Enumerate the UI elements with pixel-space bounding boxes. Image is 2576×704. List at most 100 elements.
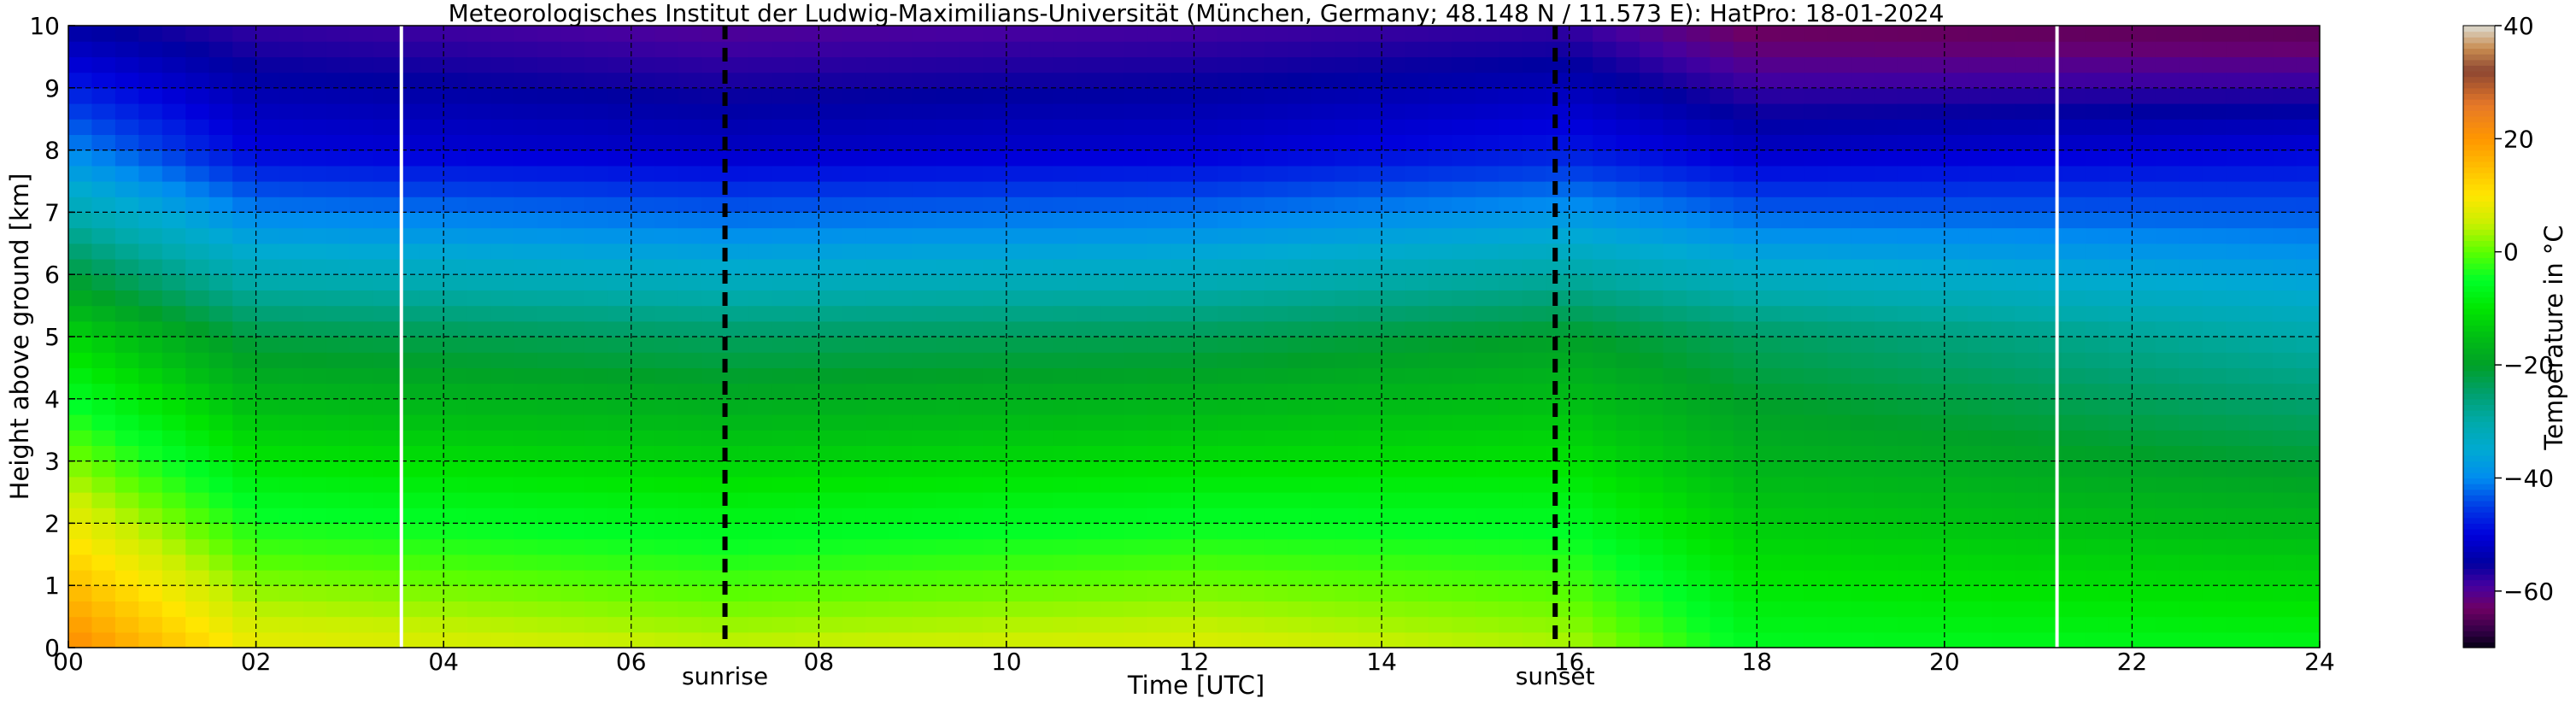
heatmap-cell — [1171, 414, 1195, 431]
heatmap-cell — [279, 320, 304, 337]
heatmap-cell — [232, 631, 257, 648]
heatmap-cell — [1171, 41, 1195, 57]
heatmap-cell — [279, 119, 304, 135]
heatmap-cell — [2202, 570, 2227, 586]
heatmap-cell — [349, 274, 374, 290]
heatmap-cell — [725, 538, 749, 555]
heatmap-cell — [2132, 290, 2156, 307]
heatmap-cell — [1921, 274, 1945, 290]
heatmap-cell — [889, 119, 913, 135]
colorbar-segment — [2463, 285, 2495, 292]
colorbar-segment — [2463, 167, 2495, 173]
heatmap-cell — [1991, 492, 2016, 508]
heatmap-cell — [1640, 601, 1664, 618]
heatmap-cell — [443, 134, 468, 151]
heatmap-cell — [1757, 259, 1781, 275]
heatmap-cell — [2249, 26, 2274, 42]
heatmap-cell — [795, 41, 819, 57]
heatmap-cell — [1827, 476, 1851, 493]
heatmap-cell — [1147, 72, 1171, 89]
heatmap-cell — [1827, 181, 1851, 197]
heatmap-cell — [842, 523, 866, 540]
heatmap-cell — [1124, 243, 1148, 260]
heatmap-cell — [866, 430, 890, 446]
heatmap-cell — [466, 56, 491, 73]
heatmap-cell — [607, 616, 632, 633]
heatmap-cell — [725, 461, 749, 478]
heatmap-cell — [748, 274, 773, 290]
heatmap-cell — [701, 476, 726, 493]
heatmap-cell — [2202, 631, 2227, 648]
heatmap-cell — [302, 507, 327, 524]
heatmap-cell — [1593, 383, 1617, 400]
heatmap-cell — [1874, 259, 1898, 275]
heatmap-cell — [1757, 601, 1781, 618]
heatmap-cell — [1921, 56, 1945, 73]
heatmap-cell — [1663, 414, 1687, 431]
heatmap-cell — [1124, 352, 1148, 368]
heatmap-cell — [678, 119, 702, 135]
heatmap-cell — [1569, 87, 1593, 104]
heatmap-cell — [302, 26, 327, 42]
heatmap-cell — [1710, 383, 1734, 400]
heatmap-cell — [1475, 87, 1499, 104]
heatmap-cell — [443, 56, 468, 73]
heatmap-cell — [2296, 352, 2320, 368]
heatmap-cell — [772, 476, 796, 493]
heatmap-cell — [138, 461, 163, 478]
heatmap-cell — [91, 41, 116, 57]
heatmap-cell — [513, 398, 538, 415]
heatmap-cell — [1569, 352, 1593, 368]
heatmap-cell — [1663, 134, 1687, 151]
heatmap-cell — [748, 243, 773, 260]
heatmap-cell — [2249, 103, 2274, 120]
heatmap-cell — [1757, 398, 1781, 415]
heatmap-cell — [1522, 337, 1546, 353]
heatmap-cell — [1804, 212, 1828, 229]
heatmap-cell — [772, 274, 796, 290]
heatmap-cell — [68, 165, 93, 182]
heatmap-cell — [866, 523, 890, 540]
heatmap-cell — [1921, 119, 1945, 135]
heatmap-cell — [2273, 430, 2297, 446]
heatmap-cell — [1288, 461, 1312, 478]
heatmap-cell — [819, 274, 843, 290]
heatmap-cell — [161, 398, 186, 415]
heatmap-cell — [1663, 523, 1687, 540]
heatmap-cell — [983, 119, 1007, 135]
heatmap-cell — [1616, 72, 1640, 89]
heatmap-cell — [1968, 398, 1992, 415]
heatmap-cell — [279, 165, 304, 182]
heatmap-cell — [1358, 601, 1382, 618]
heatmap-cell — [1264, 492, 1288, 508]
heatmap-cell — [631, 150, 655, 167]
heatmap-cell — [1546, 383, 1570, 400]
heatmap-cell — [138, 414, 163, 431]
heatmap-cell — [1804, 616, 1828, 633]
heatmap-cell — [631, 87, 655, 104]
heatmap-cell — [560, 243, 585, 260]
heatmap-cell — [607, 181, 632, 197]
heatmap-cell — [584, 320, 608, 337]
heatmap-cell — [1428, 570, 1453, 586]
heatmap-cell — [1851, 181, 1875, 197]
heatmap-cell — [819, 461, 843, 478]
heatmap-cell — [1428, 585, 1453, 601]
heatmap-cell — [349, 41, 374, 57]
heatmap-cell — [1382, 601, 1406, 618]
heatmap-cell — [819, 616, 843, 633]
heatmap-cell — [1358, 41, 1382, 57]
heatmap-cell — [302, 103, 327, 120]
heatmap-cell — [889, 103, 913, 120]
heatmap-cell — [631, 616, 655, 633]
heatmap-cell — [866, 103, 890, 120]
heatmap-cell — [279, 414, 304, 431]
heatmap-cell — [2273, 476, 2297, 493]
heatmap-cell — [1710, 554, 1734, 571]
heatmap-cell — [2062, 197, 2086, 213]
heatmap-cell — [1194, 41, 1218, 57]
heatmap-cell — [2132, 616, 2156, 633]
heatmap-cell — [2085, 134, 2110, 151]
heatmap-cell — [466, 197, 491, 213]
heatmap-cell — [1147, 367, 1171, 384]
